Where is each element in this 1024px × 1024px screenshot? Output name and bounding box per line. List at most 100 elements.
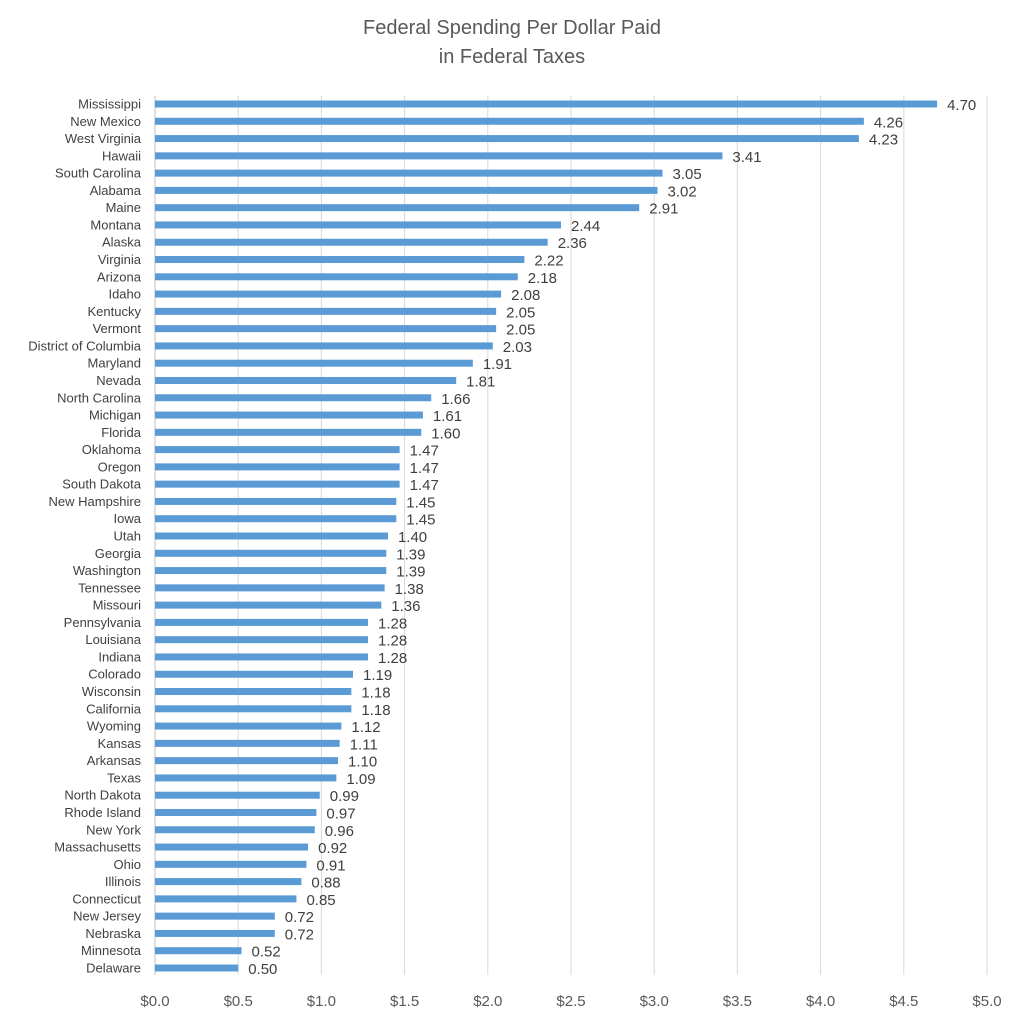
category-label: Maine <box>106 200 141 215</box>
bar <box>155 774 337 782</box>
category-label: Utah <box>114 529 141 544</box>
x-tick-label: $5.0 <box>972 993 1001 1010</box>
category-label: Idaho <box>108 287 141 302</box>
value-label: 1.19 <box>363 667 392 684</box>
value-label: 1.39 <box>396 564 425 581</box>
category-label: New York <box>86 822 141 837</box>
category-label: Montana <box>90 217 141 232</box>
value-label: 1.28 <box>378 633 407 650</box>
bar <box>155 705 352 713</box>
category-label: Colorado <box>88 667 141 682</box>
category-label: Wisconsin <box>82 684 141 699</box>
bar <box>155 722 342 730</box>
x-tick-label: $3.0 <box>640 993 669 1010</box>
bar <box>155 567 387 575</box>
value-label: 1.39 <box>396 546 425 563</box>
bar <box>155 515 397 523</box>
value-label: 2.18 <box>528 270 557 287</box>
value-label: 4.26 <box>874 114 903 131</box>
value-label: 3.05 <box>673 166 702 183</box>
value-label: 1.18 <box>361 702 390 719</box>
category-label: Missouri <box>93 598 142 613</box>
value-label: 3.02 <box>668 183 697 200</box>
value-label: 1.18 <box>361 685 390 702</box>
bar <box>155 497 397 505</box>
category-label: Minnesota <box>81 943 142 958</box>
chart-title-line-1: Federal Spending Per Dollar Paid <box>363 17 661 39</box>
category-label: Nevada <box>96 373 142 388</box>
value-label: 0.52 <box>252 944 281 961</box>
bar <box>155 653 368 661</box>
value-label: 0.85 <box>306 892 335 909</box>
category-label: Ohio <box>114 857 141 872</box>
x-tick-label: $4.0 <box>806 993 835 1010</box>
bar <box>155 601 382 609</box>
bar <box>155 947 242 955</box>
bar <box>155 135 859 143</box>
bar <box>155 843 309 851</box>
category-label: West Virginia <box>65 131 142 146</box>
x-tick-label: $1.0 <box>307 993 336 1010</box>
category-label: Iowa <box>114 511 142 526</box>
category-label: Nebraska <box>85 926 141 941</box>
category-label: South Dakota <box>62 477 142 492</box>
value-label: 2.91 <box>649 201 678 218</box>
value-label: 0.99 <box>330 788 359 805</box>
category-label: Washington <box>73 563 141 578</box>
value-label: 4.23 <box>869 132 898 149</box>
bar <box>155 532 388 540</box>
category-label: Louisiana <box>85 632 141 647</box>
category-label: Massachusetts <box>54 840 141 855</box>
value-label: 1.66 <box>441 391 470 408</box>
bar <box>155 204 640 212</box>
value-label: 1.09 <box>346 771 375 788</box>
bar <box>155 878 302 886</box>
value-label: 1.38 <box>395 581 424 598</box>
chart-title: Federal Spending Per Dollar Paid in Fede… <box>0 14 1024 72</box>
bar <box>155 290 502 298</box>
bar <box>155 376 457 384</box>
bar <box>155 670 354 678</box>
x-tick-label: $2.5 <box>556 993 585 1010</box>
value-label: 1.81 <box>466 373 495 390</box>
bar <box>155 463 400 471</box>
bar <box>155 480 400 488</box>
category-label: Rhode Island <box>64 805 141 820</box>
value-label: 1.47 <box>410 477 439 494</box>
bars <box>155 100 938 972</box>
value-label: 0.91 <box>316 857 345 874</box>
value-labels: 4.70 4.264.23 3.41 3.053.022.91 2.442.362.22… <box>248 97 976 978</box>
value-label: 2.44 <box>571 218 600 235</box>
bar <box>155 912 275 920</box>
bar <box>155 964 239 972</box>
category-label: Kentucky <box>88 304 142 319</box>
bar <box>155 169 663 177</box>
x-tick-label: $3.5 <box>723 993 752 1010</box>
value-label: 0.88 <box>311 875 340 892</box>
category-label: Connecticut <box>72 891 141 906</box>
category-label: Vermont <box>93 321 142 336</box>
bar <box>155 256 525 264</box>
value-label: 1.40 <box>398 529 427 546</box>
category-label: Kansas <box>98 736 142 751</box>
x-tick-label: $4.5 <box>889 993 918 1010</box>
x-tick-label: $0.0 <box>140 993 169 1010</box>
category-label: South Carolina <box>55 166 142 181</box>
x-tick-label: $2.0 <box>473 993 502 1010</box>
bar <box>155 446 400 454</box>
value-label: 2.05 <box>506 304 535 321</box>
category-label: District of Columbia <box>28 338 141 353</box>
category-label: New Jersey <box>73 909 141 924</box>
bar <box>155 636 368 644</box>
category-label: Oklahoma <box>82 442 142 457</box>
category-label: North Dakota <box>64 788 141 803</box>
bar <box>155 273 518 281</box>
category-label: Arizona <box>97 269 142 284</box>
value-label: 1.11 <box>350 736 378 753</box>
bar <box>155 394 432 402</box>
x-tick-label: $0.5 <box>224 993 253 1010</box>
bar <box>155 411 423 419</box>
category-label: Tennessee <box>78 580 141 595</box>
value-label: 1.45 <box>406 494 435 511</box>
value-label: 4.70 <box>947 97 976 114</box>
